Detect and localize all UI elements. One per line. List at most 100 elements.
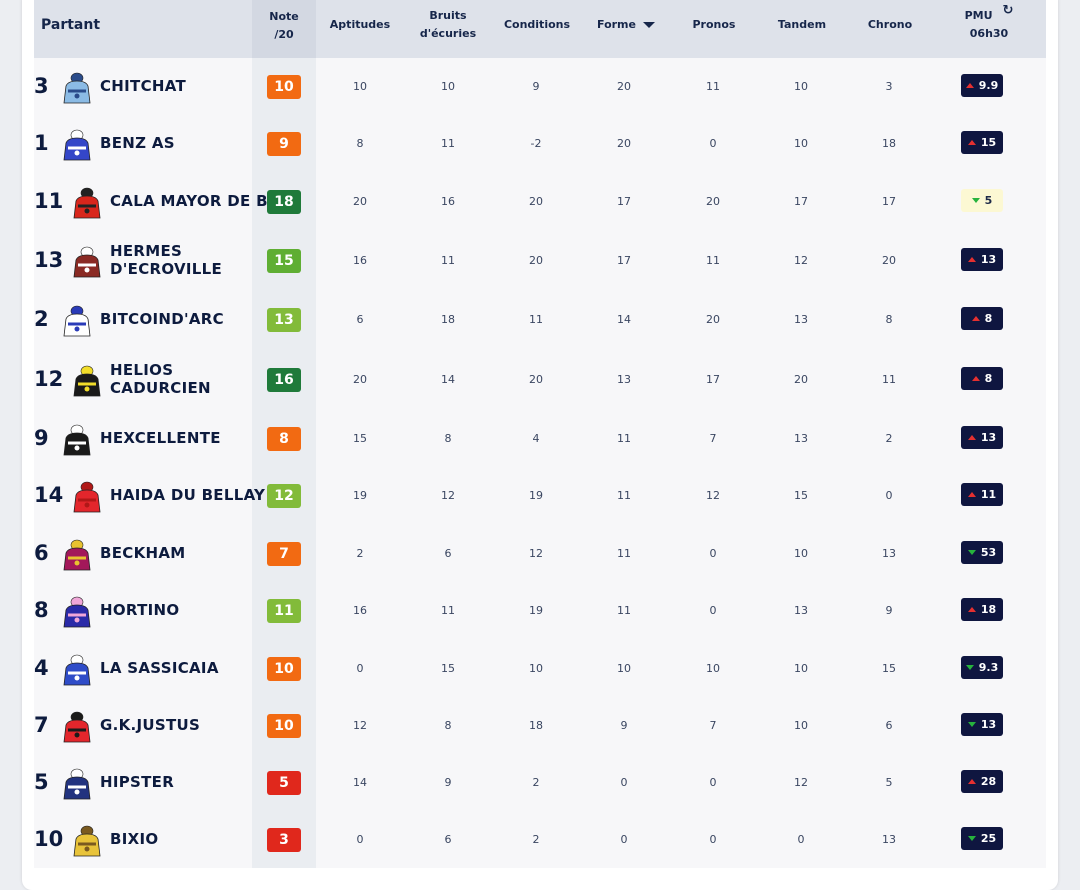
table-row[interactable]: 13 HERMES D'ECROVILLE 15 16 11 20 17 11 12 20 13 [34,231,1046,291]
pmu-odds-badge[interactable]: 9.3 [961,655,1003,679]
col-header-forme[interactable]: Forme [582,0,670,50]
table-row[interactable]: 2 BITCOIND'ARC 13 6 18 11 14 20 13 8 8 [34,291,1046,349]
col-header-bruits[interactable]: Bruits d'écuries [404,0,492,50]
runner-name[interactable]: LA SASSICAIA [100,659,219,677]
cell-conditions: 2 [532,832,540,846]
cell-tandem: 10 [794,546,808,560]
cell-aptitudes: 6 [356,313,364,326]
table-row[interactable]: 5 HIPSTER 5 14 9 2 0 0 12 5 28 [34,754,1046,811]
runner-name[interactable]: HERMES D'ECROVILLE [110,242,222,278]
table-row[interactable]: 8 HORTINO 11 16 11 19 11 0 13 9 18 [34,582,1046,640]
table-row[interactable]: 9 HEXCELLENTE 8 15 8 4 11 7 13 2 13 [34,410,1046,467]
col-header-pmu[interactable]: PMU ↻ 06h30 [934,0,1044,50]
runner-name[interactable]: CHITCHAT [100,77,186,95]
runner-name[interactable]: HORTINO [100,601,179,619]
note-badge: 13 [267,308,301,332]
runner-name[interactable]: BITCOIND'ARC [100,310,224,328]
runner-name-line: CHITCHAT [100,76,187,95]
table-row[interactable]: 14 HAIDA DU BELLAY 12 19 12 19 11 12 15 0 11 [34,467,1046,525]
col-header-tandem[interactable]: Tandem [777,18,827,31]
pmu-odds-badge[interactable]: 8 [961,307,1003,330]
note-badge: 10 [267,713,301,738]
sort-desc-icon[interactable] [642,22,655,28]
pmu-odds-badge[interactable]: 13 [961,425,1003,449]
trend-down-icon [967,721,976,727]
runner-name[interactable]: G.K.JUSTUS [100,716,200,734]
pmu-odds-badge[interactable]: 18 [961,598,1003,621]
note-badge: 3 [267,827,301,852]
runner-name[interactable]: CALA MAYOR DE B. [110,192,274,210]
table-row[interactable]: 12 HELIOS CADURCIEN 16 20 14 20 13 17 20 11 8 [34,349,1046,410]
runner-name[interactable]: HEXCELLENTE [100,429,221,447]
trend-down-icon [967,549,976,555]
runner-name-line: HAIDA DU BELLAY [110,486,266,504]
trend-up-icon [967,607,976,612]
cell-conditions: 18 [529,718,543,732]
note-header-line1: Note [269,10,299,23]
runner-name-line: CADURCIEN [110,378,211,397]
cell-aptitudes: 0 [356,832,364,846]
cell-conditions: 20 [529,194,543,208]
cell-conditions: -2 [530,136,542,150]
refresh-icon[interactable]: ↻ [1002,3,1014,18]
col-header-note[interactable]: Note/20 [252,0,316,58]
runner-name-line: CALA MAYOR DE B. [110,191,274,210]
pmu-odds-badge[interactable]: 11 [961,483,1003,506]
cell-conditions: 12 [529,546,543,560]
table-row[interactable]: 10 BIXIO 3 0 6 2 0 0 0 13 25 [34,811,1046,868]
runner-name[interactable]: BECKHAM [100,544,186,562]
pmu-odds-badge[interactable]: 5 [961,188,1003,212]
note-badge: 12 [267,484,301,508]
col-header-conditions[interactable]: Conditions [503,18,571,31]
table-row[interactable]: 6 BECKHAM 7 2 6 12 11 0 10 13 53 [34,525,1046,582]
col-header-aptitudes[interactable]: Aptitudes [329,18,391,31]
cell-bruits: 11 [441,254,455,267]
cell-pronos: 0 [709,546,717,560]
pmu-odds-badge[interactable]: 9.9 [961,73,1003,97]
note-badge: 11 [267,599,301,623]
cell-tandem: 0 [797,832,805,846]
pmu-odds-badge[interactable]: 13 [961,712,1003,736]
cell-tandem: 10 [794,79,808,93]
cell-tandem: 17 [794,194,808,208]
runner-name[interactable]: BENZ AS [100,134,175,152]
jockey-silk-icon [60,708,94,744]
cell-aptitudes: 16 [353,604,367,617]
table-row[interactable]: 7 G.K.JUSTUS 10 12 8 18 9 7 10 6 13 [34,697,1046,754]
runner-name[interactable]: HAIDA DU BELLAY [110,486,265,504]
trend-up-icon [971,316,980,321]
cell-forme: 20 [617,136,631,150]
cell-forme: 11 [617,604,631,617]
pmu-odds-badge[interactable]: 8 [961,366,1003,390]
table-row[interactable]: 11 CALA MAYOR DE B. 18 20 16 20 17 20 17 17 5 [34,172,1046,231]
col-header-pronos[interactable]: Pronos [692,18,736,31]
cell-forme: 20 [617,79,631,93]
runner-number: 7 [34,712,49,737]
runner-name[interactable]: HELIOS CADURCIEN [110,361,211,397]
runner-number: 4 [34,655,49,680]
trend-up-icon [967,492,976,497]
cell-forme: 0 [620,832,628,846]
table-row[interactable]: 3 CHITCHAT 10 10 10 9 20 11 10 3 9.9 [34,58,1046,115]
pmu-odds-badge[interactable]: 53 [961,540,1003,564]
cell-chrono: 15 [882,661,896,675]
cell-pronos: 11 [706,254,720,267]
cell-pronos: 0 [709,832,717,846]
cell-aptitudes: 20 [353,194,367,208]
pmu-odds-badge[interactable]: 28 [961,769,1003,793]
runner-name[interactable]: HIPSTER [100,773,174,791]
pmu-odds-badge[interactable]: 13 [961,248,1003,271]
cell-conditions: 19 [529,489,543,502]
note-badge: 15 [267,249,301,273]
runner-name[interactable]: BIXIO [110,830,158,848]
table-row[interactable]: 4 LA SASSICAIA 10 0 15 10 10 10 10 15 9.3 [34,640,1046,697]
pmu-odds-badge[interactable]: 15 [961,130,1003,154]
pmu-odds-badge[interactable]: 25 [961,826,1003,850]
col-header-partant[interactable]: Partant [41,17,101,33]
runner-number: 10 [34,826,64,851]
pmu-odds-value: 25 [980,831,997,845]
col-header-chrono[interactable]: Chrono [867,18,913,31]
cell-bruits: 6 [444,546,452,560]
cell-bruits: 8 [444,718,452,732]
table-row[interactable]: 1 BENZ AS 9 8 11 -2 20 0 10 18 15 [34,115,1046,172]
